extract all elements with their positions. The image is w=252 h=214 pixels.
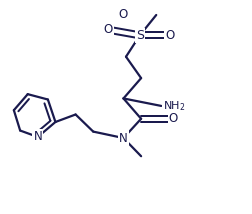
Text: S: S — [136, 29, 144, 42]
Text: N: N — [119, 132, 128, 144]
Text: NH$_2$: NH$_2$ — [163, 99, 185, 113]
Text: O: O — [169, 112, 178, 125]
Text: O: O — [166, 29, 175, 42]
Text: O: O — [104, 24, 113, 36]
Text: N: N — [34, 131, 42, 143]
Text: O: O — [119, 9, 128, 21]
